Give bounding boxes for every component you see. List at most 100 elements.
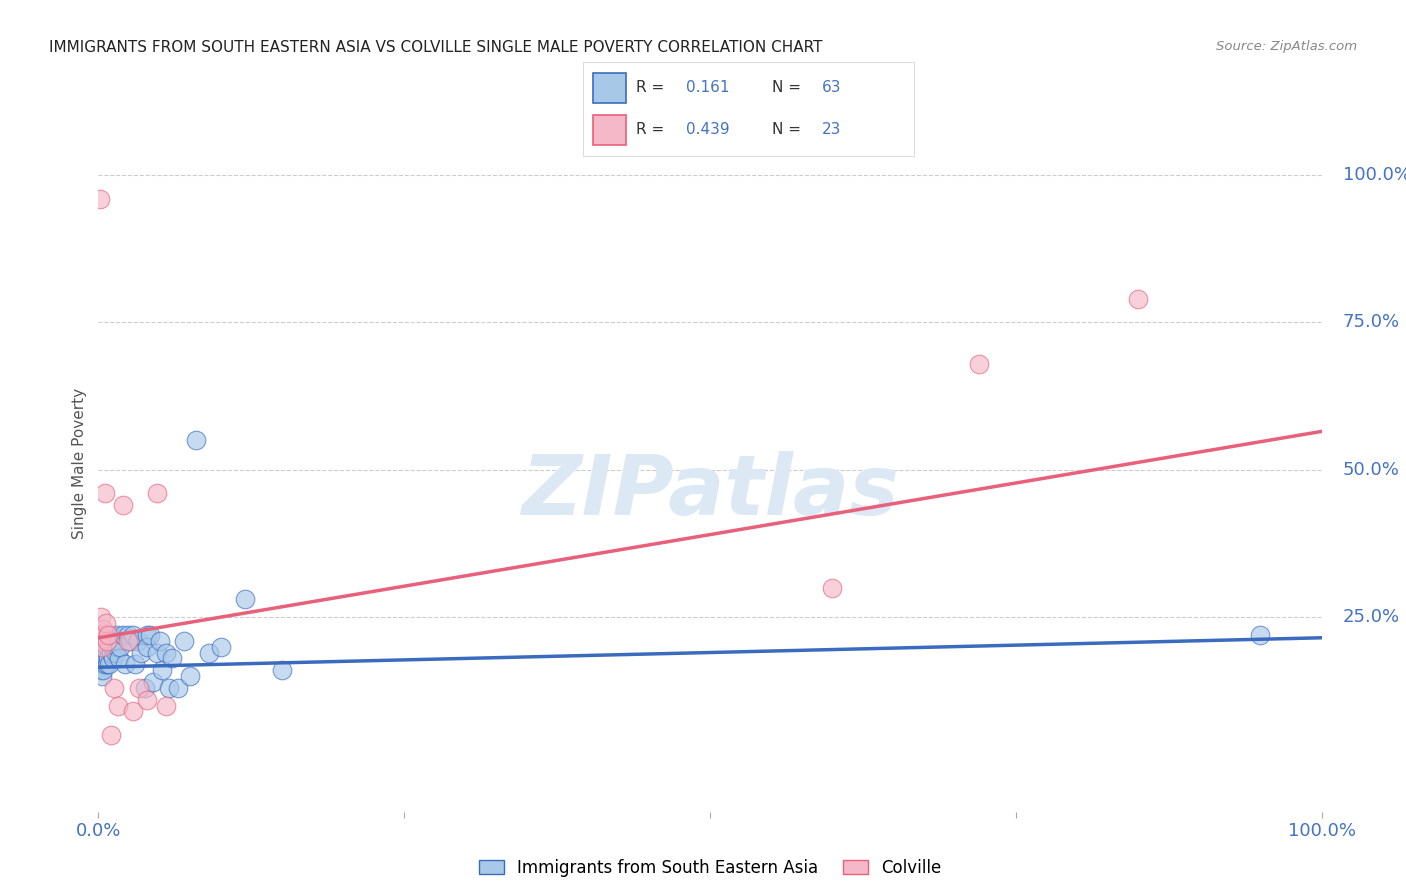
Point <box>155 698 177 713</box>
Point <box>96 657 118 672</box>
Point <box>93 646 115 660</box>
Point <box>136 692 159 706</box>
Bar <box>593 73 627 103</box>
Text: Source: ZipAtlas.com: Source: ZipAtlas.com <box>1216 40 1357 54</box>
Point <box>146 486 169 500</box>
Point <box>136 628 159 642</box>
Point <box>142 675 165 690</box>
Point <box>108 651 131 665</box>
Text: 100.0%: 100.0% <box>1343 166 1406 184</box>
Point <box>967 357 990 371</box>
Point <box>91 669 114 683</box>
Point <box>89 192 111 206</box>
Point <box>98 633 121 648</box>
Point <box>94 651 117 665</box>
Point <box>117 633 139 648</box>
Point <box>89 633 111 648</box>
Point <box>1249 628 1271 642</box>
Point <box>89 657 111 672</box>
Point <box>136 640 159 654</box>
Point <box>111 628 134 642</box>
Point <box>124 657 146 672</box>
Point <box>89 628 111 642</box>
Point <box>127 633 149 648</box>
Point <box>111 498 134 512</box>
Point <box>179 669 201 683</box>
Point <box>146 646 169 660</box>
Text: 75.0%: 75.0% <box>1343 313 1400 331</box>
Point <box>90 651 112 665</box>
Point <box>90 640 112 654</box>
Bar <box>593 115 627 145</box>
Point <box>100 728 122 742</box>
Point <box>96 633 118 648</box>
Point <box>91 663 114 677</box>
Point <box>101 651 124 665</box>
Point <box>94 640 117 654</box>
Y-axis label: Single Male Poverty: Single Male Poverty <box>72 388 87 540</box>
Text: 23: 23 <box>821 122 841 137</box>
Point <box>129 646 152 660</box>
Point <box>90 663 112 677</box>
Point <box>209 640 232 654</box>
Point <box>93 486 115 500</box>
Point <box>91 657 114 672</box>
Point <box>91 651 114 665</box>
Text: 0.161: 0.161 <box>686 80 730 95</box>
Point <box>139 628 162 642</box>
Point <box>173 633 195 648</box>
Point <box>821 581 844 595</box>
Point <box>97 640 120 654</box>
Point <box>104 646 127 660</box>
Point <box>100 646 122 660</box>
Point <box>186 434 208 448</box>
Point <box>105 628 128 642</box>
Point <box>89 646 111 660</box>
Text: N =: N = <box>772 80 801 95</box>
Point <box>197 646 219 660</box>
Point <box>94 615 117 630</box>
Point <box>149 633 172 648</box>
Point <box>101 640 124 654</box>
Point <box>100 628 122 642</box>
Text: 63: 63 <box>821 80 841 95</box>
Text: IMMIGRANTS FROM SOUTH EASTERN ASIA VS COLVILLE SINGLE MALE POVERTY CORRELATION C: IMMIGRANTS FROM SOUTH EASTERN ASIA VS CO… <box>49 40 823 55</box>
Text: 0.439: 0.439 <box>686 122 730 137</box>
Point <box>155 646 177 660</box>
Point <box>120 633 142 648</box>
Point <box>270 663 294 677</box>
Point <box>150 663 173 677</box>
Legend: Immigrants from South Eastern Asia, Colville: Immigrants from South Eastern Asia, Colv… <box>472 852 948 883</box>
Point <box>103 681 125 695</box>
Point <box>93 657 115 672</box>
Point <box>91 622 114 636</box>
Point <box>91 640 114 654</box>
Point <box>121 628 143 642</box>
Point <box>98 657 121 672</box>
Point <box>1128 292 1150 306</box>
Point <box>167 681 190 695</box>
Point <box>93 633 115 648</box>
Point <box>103 633 125 648</box>
Point <box>114 657 136 672</box>
Point <box>97 628 120 642</box>
Point <box>121 705 143 719</box>
Text: R =: R = <box>637 80 665 95</box>
Point <box>157 681 180 695</box>
Point <box>97 651 120 665</box>
Point <box>96 646 118 660</box>
Point <box>90 633 112 648</box>
Point <box>90 610 112 624</box>
Point <box>110 640 132 654</box>
Point <box>91 640 114 654</box>
Point <box>128 681 150 695</box>
Point <box>90 628 112 642</box>
Point <box>107 633 129 648</box>
Point <box>107 698 129 713</box>
Text: 50.0%: 50.0% <box>1343 461 1399 479</box>
Point <box>134 681 156 695</box>
Point <box>233 592 256 607</box>
Text: ZIPatlas: ZIPatlas <box>522 451 898 533</box>
Point <box>117 628 139 642</box>
Text: R =: R = <box>637 122 665 137</box>
